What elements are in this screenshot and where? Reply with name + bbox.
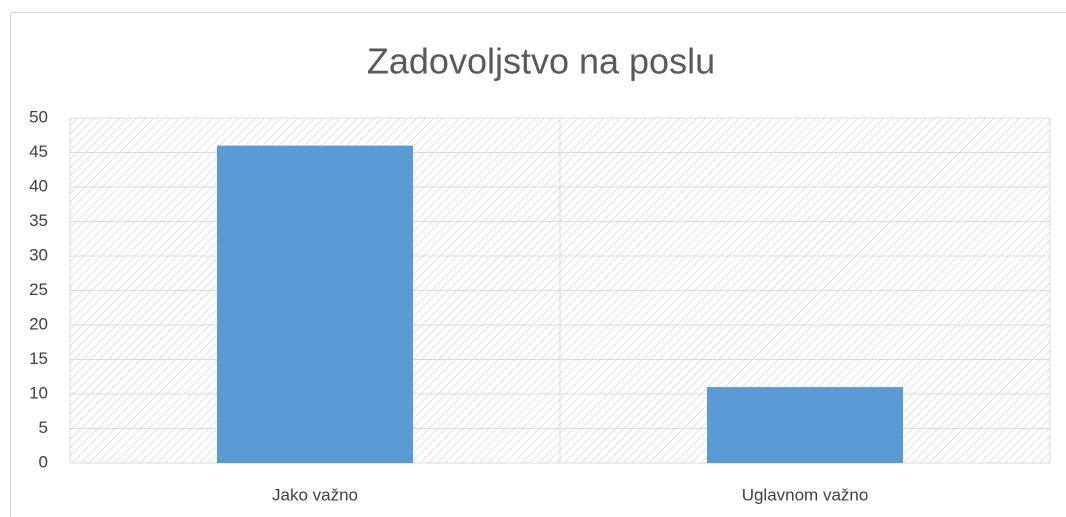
x-tick-label: Uglavnom važno <box>742 485 869 504</box>
y-tick-label: 50 <box>29 107 48 126</box>
y-tick-label: 25 <box>29 280 48 299</box>
y-tick-label: 10 <box>29 383 48 402</box>
bar <box>707 387 903 463</box>
x-tick-label: Jako važno <box>272 485 358 504</box>
y-tick-label: 15 <box>29 349 48 368</box>
chart-title: Zadovoljstvo na poslu <box>367 41 715 82</box>
y-tick-label: 5 <box>39 418 48 437</box>
y-tick-label: 30 <box>29 245 48 264</box>
y-tick-label: 45 <box>29 142 48 161</box>
y-tick-label: 20 <box>29 314 48 333</box>
bar <box>217 145 413 463</box>
y-tick-label: 40 <box>29 176 48 195</box>
y-tick-label: 35 <box>29 211 48 230</box>
chart-border <box>10 12 1066 517</box>
y-tick-label: 0 <box>39 452 48 471</box>
